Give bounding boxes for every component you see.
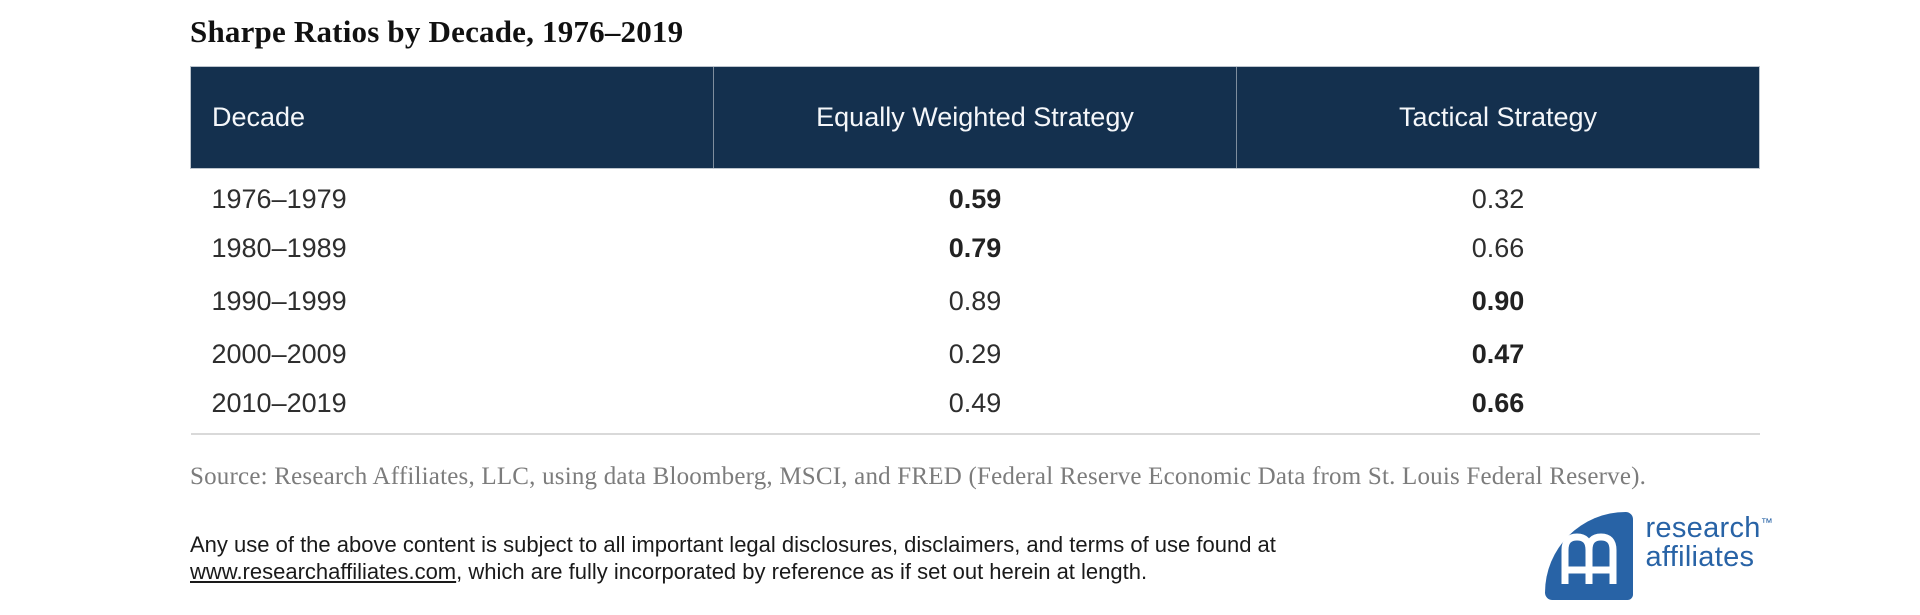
column-header-decade: Decade — [190, 66, 714, 169]
table-row: 1976–1979 0.59 0.32 — [191, 169, 1760, 222]
table-header: Decade Equally Weighted Strategy Tactica… — [190, 66, 1760, 169]
equally-weighted-cell: 0.89 — [948, 285, 1002, 316]
column-header-equally-weighted: Equally Weighted Strategy — [713, 66, 1237, 169]
tactical-cell: 0.32 — [1471, 183, 1525, 214]
trademark-symbol: ™ — [1760, 515, 1773, 530]
researchaffiliates-link[interactable]: www.researchaffiliates.com — [190, 558, 457, 584]
ra-monogram-icon — [1561, 533, 1617, 584]
table-row: 2000–2009 0.29 0.47 — [191, 328, 1760, 381]
tactical-cell: 0.66 — [1236, 380, 1760, 435]
decade-cell: 1980–1989 — [211, 232, 347, 263]
decade-cell: 1990–1999 — [211, 285, 347, 316]
tactical-cell: 0.47 — [1471, 338, 1525, 369]
equally-weighted-cell: 0.49 — [713, 380, 1237, 435]
page-title: Sharpe Ratios by Decade, 1976–2019 — [190, 14, 684, 49]
equally-weighted-cell: 0.29 — [948, 338, 1002, 369]
legal-line-2: , which are fully incorporated by refere… — [456, 558, 1148, 584]
source-note: Source: Research Affiliates, LLC, using … — [190, 462, 1647, 490]
decade-cell: 1976–1979 — [211, 183, 347, 214]
decade-cell: 2000–2009 — [211, 338, 347, 369]
logo-word-affiliates: affiliates — [1645, 541, 1755, 573]
equally-weighted-cell: 0.79 — [948, 232, 1002, 263]
table-row: 1990–1999 0.89 0.90 — [191, 275, 1760, 328]
tactical-cell: 0.66 — [1471, 232, 1525, 263]
legal-line-1: Any use of the above content is subject … — [190, 531, 1276, 557]
sharpe-ratios-table: Decade Equally Weighted Strategy Tactica… — [190, 66, 1760, 435]
tactical-cell: 0.90 — [1471, 285, 1525, 316]
legal-disclaimer: Any use of the above content is subject … — [190, 531, 1290, 585]
research-affiliates-logo: research™ affiliates — [1545, 512, 1773, 600]
table-row: 1980–1989 0.79 0.66 — [191, 222, 1760, 275]
column-header-tactical: Tactical Strategy — [1236, 66, 1760, 169]
decade-cell: 2010–2019 — [190, 380, 714, 435]
equally-weighted-cell: 0.59 — [948, 183, 1002, 214]
ra-logo-mark-icon — [1545, 512, 1634, 600]
figure-container: Sharpe Ratios by Decade, 1976–2019 Decad… — [190, 14, 1760, 585]
table-row: 2010–2019 0.49 0.66 — [190, 380, 1760, 435]
logo-word-research: research — [1645, 512, 1761, 544]
logo-wordmark: research™ affiliates — [1645, 514, 1773, 572]
